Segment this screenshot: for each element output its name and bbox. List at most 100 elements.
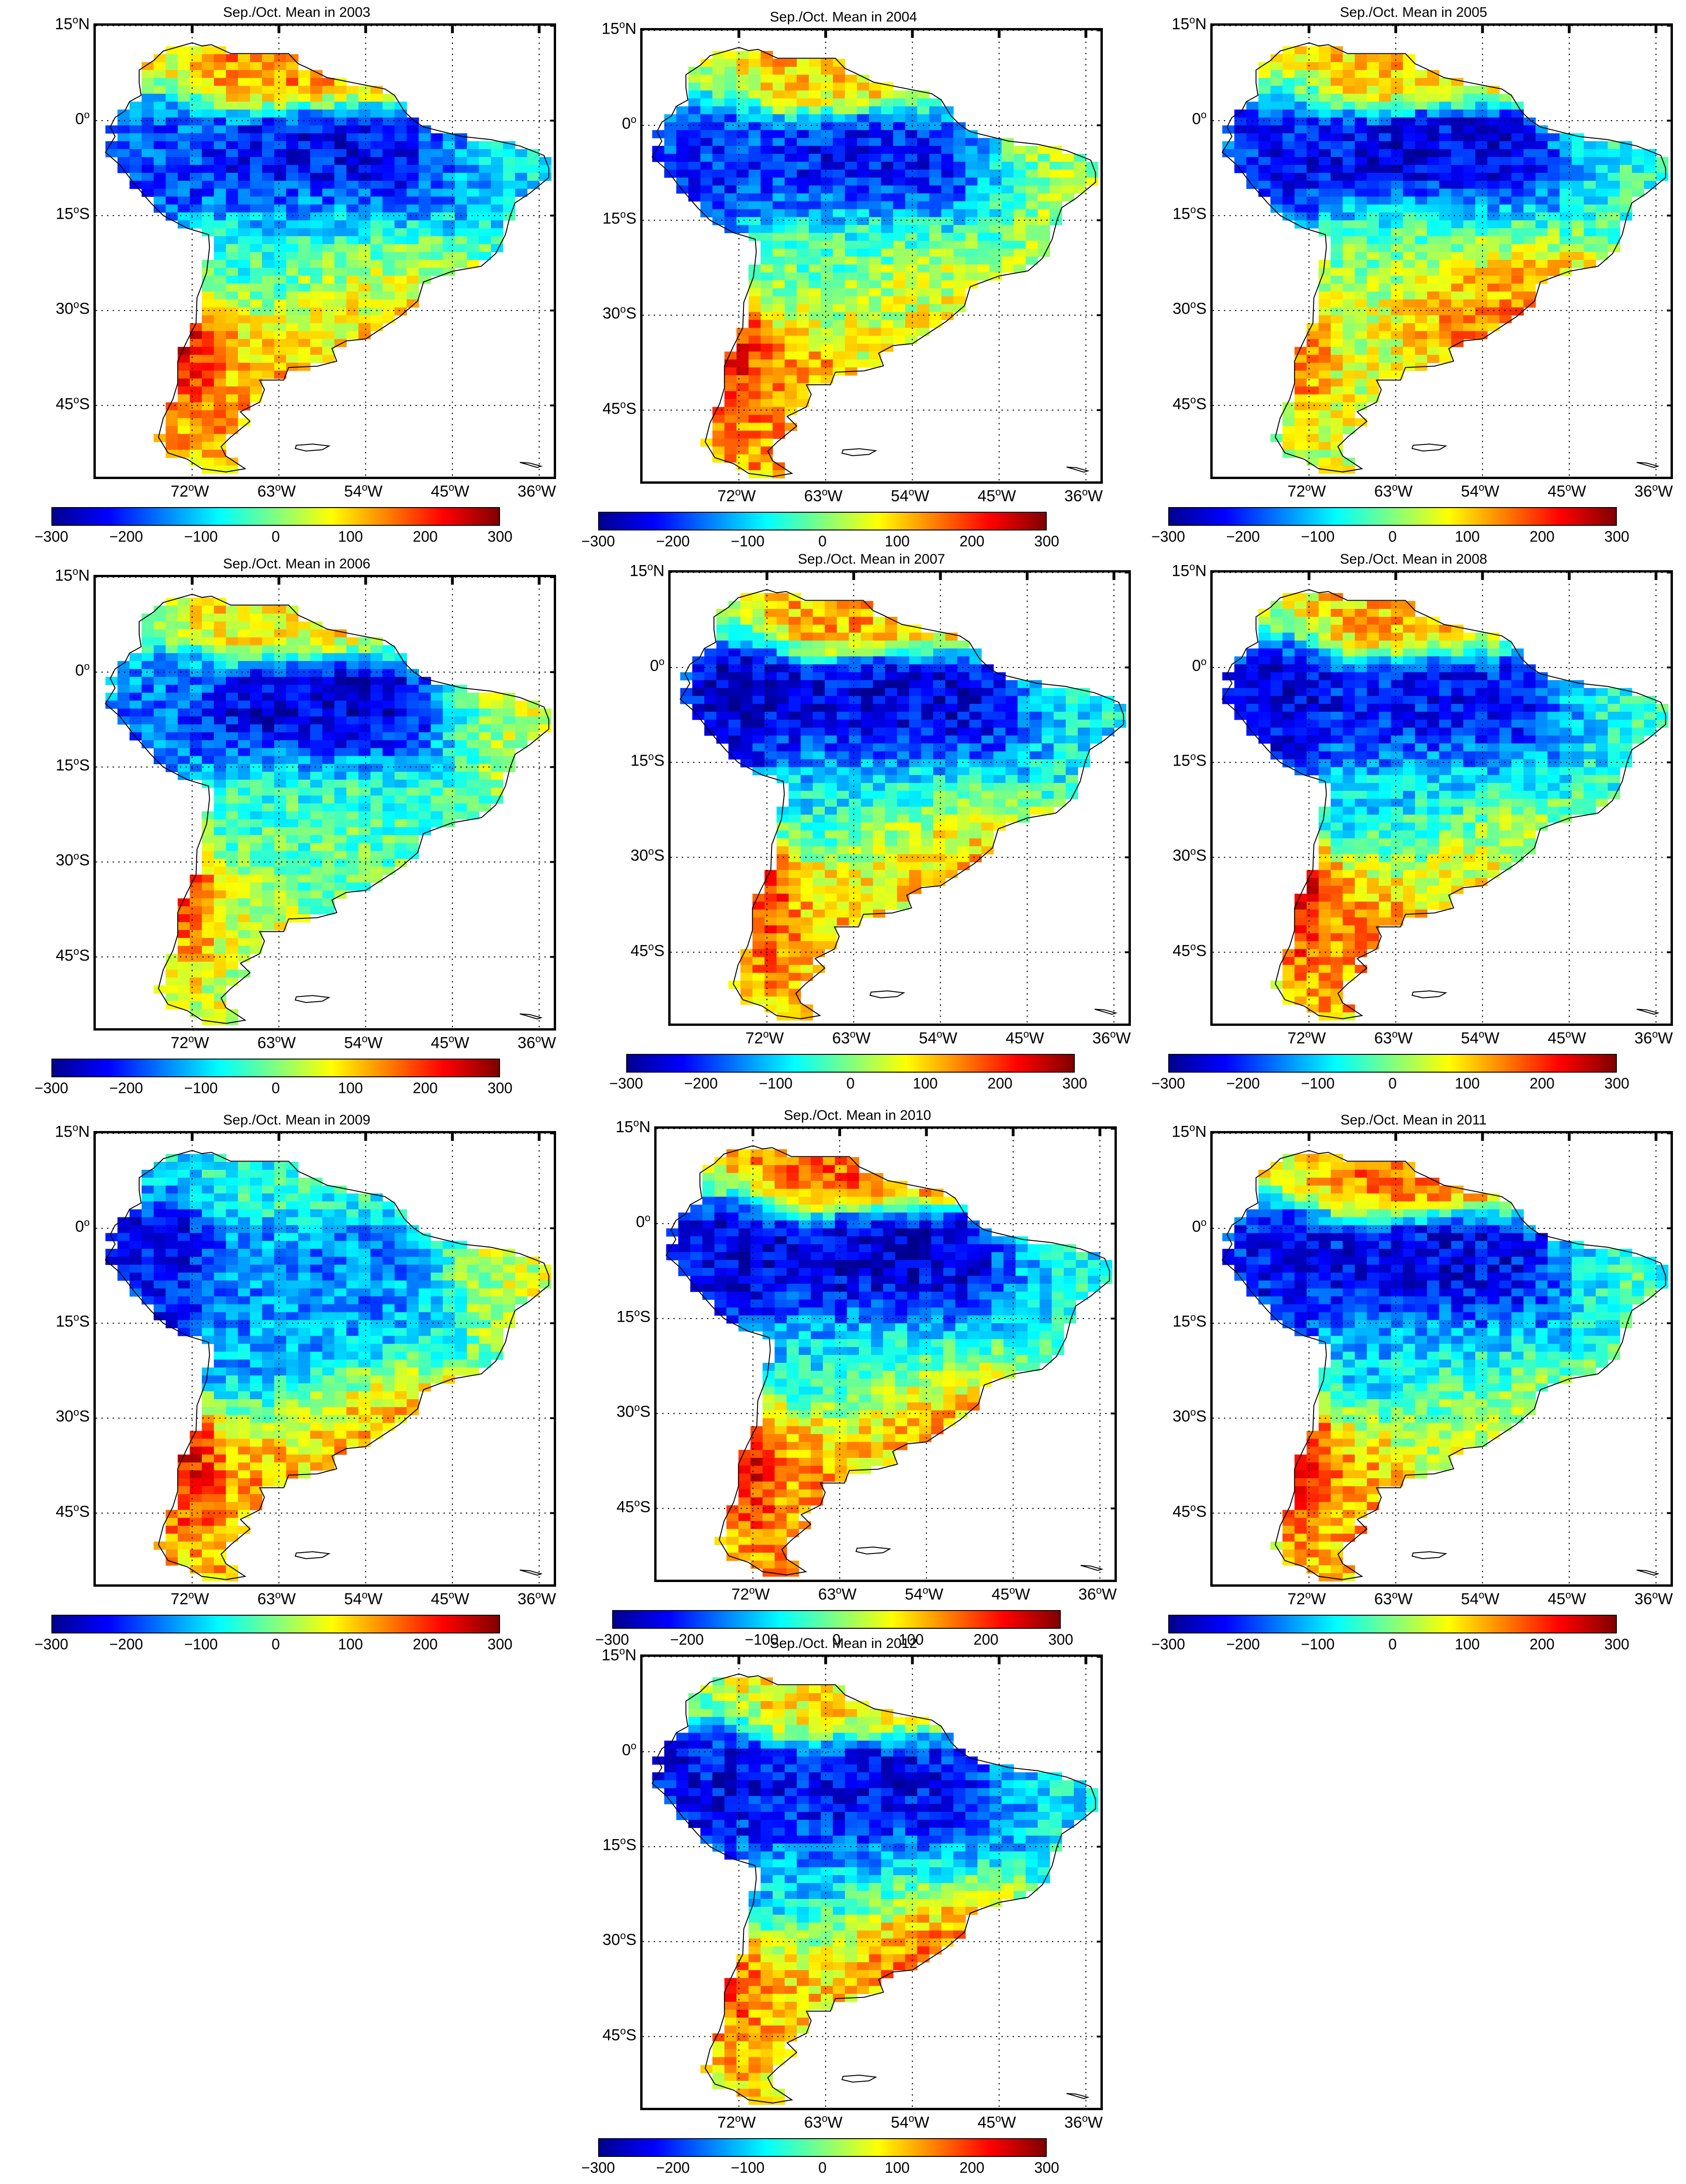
- anomaly-cell: [885, 680, 898, 688]
- anomaly-cell: [238, 835, 250, 844]
- anomaly-cell: [322, 157, 335, 165]
- anomaly-cell: [1355, 149, 1367, 158]
- anomaly-cell: [1427, 125, 1440, 134]
- anomaly-cell: [1379, 141, 1392, 150]
- anomaly-cell: [993, 815, 1006, 823]
- anomaly-cell: [845, 209, 857, 218]
- anomaly-cell: [1463, 244, 1476, 252]
- anomaly-cell: [788, 680, 801, 688]
- anomaly-cell: [724, 106, 737, 115]
- anomaly-cell: [286, 125, 299, 134]
- anomaly-cell: [1427, 315, 1440, 323]
- anomaly-cell: [772, 169, 785, 178]
- anomaly-cell: [250, 756, 263, 765]
- anomaly-cell: [214, 299, 227, 308]
- anomaly-cell: [905, 177, 918, 186]
- anomaly-cell: [748, 462, 761, 471]
- anomaly-cell: [334, 701, 347, 709]
- anomaly-cell: [214, 685, 227, 693]
- anomaly-cell: [178, 378, 190, 387]
- anomaly-cell: [845, 272, 857, 281]
- anomaly-cell: [869, 138, 882, 146]
- anomaly-cell: [1025, 217, 1038, 225]
- anomaly-cell: [760, 454, 773, 463]
- anomaly-cell: [740, 640, 753, 649]
- anomaly-cell: [1050, 154, 1062, 162]
- anomaly-cell: [262, 347, 275, 355]
- anomaly-cell: [1318, 149, 1331, 158]
- anomaly-cell: [1037, 169, 1050, 178]
- anomaly-cell: [430, 780, 443, 788]
- anomaly-cell: [724, 51, 737, 59]
- anomaly-cell: [849, 719, 861, 728]
- anomaly-cell: [989, 193, 1002, 202]
- anomaly-cell: [430, 701, 443, 709]
- anomaly-cell: [1367, 62, 1379, 71]
- anomaly-cell: [849, 609, 861, 617]
- anomaly-cell: [825, 815, 837, 823]
- anomaly-cell: [201, 291, 214, 300]
- anomaly-cell: [165, 653, 178, 661]
- anomaly-cell: [724, 201, 737, 210]
- anomaly-cell: [764, 704, 777, 712]
- anomaly-cell: [813, 799, 825, 807]
- anomaly-cell: [1005, 759, 1018, 767]
- panel-title: Sep./Oct. Mean in 2007: [798, 551, 945, 567]
- anomaly-cell: [394, 299, 407, 308]
- anomaly-cell: [716, 672, 729, 680]
- anomaly-cell: [286, 709, 299, 717]
- anomaly-cell: [1547, 180, 1560, 189]
- anomaly-cell: [836, 696, 850, 704]
- anomaly-cell: [760, 257, 773, 265]
- anomaly-cell: [1584, 252, 1596, 260]
- anomaly-cell: [760, 272, 773, 281]
- anomaly-cell: [1062, 162, 1074, 170]
- anomaly-cell: [407, 157, 419, 165]
- anomaly-cell: [1001, 185, 1014, 194]
- anomaly-cell: [785, 407, 797, 415]
- anomaly-cell: [785, 383, 797, 392]
- anomaly-cell: [310, 117, 323, 126]
- anomaly-cell: [788, 711, 801, 720]
- anomaly-cell: [797, 359, 809, 368]
- anomaly-cell: [1511, 244, 1524, 252]
- anomaly-cell: [917, 257, 930, 265]
- anomaly-cell: [1403, 180, 1415, 189]
- anomaly-cell: [1656, 172, 1669, 181]
- anomaly-cell: [953, 154, 966, 162]
- anomaly-cell: [724, 367, 737, 376]
- anomaly-cell: [917, 114, 930, 122]
- anomaly-cell: [1001, 217, 1014, 225]
- anomaly-cell: [1102, 696, 1114, 704]
- anomaly-cell: [861, 767, 873, 775]
- anomaly-cell: [1463, 260, 1476, 268]
- anomaly-cell: [382, 732, 395, 741]
- anomaly-cell: [712, 217, 725, 225]
- anomaly-cell: [1584, 244, 1596, 252]
- anomaly-cell: [286, 62, 299, 71]
- anomaly-cell: [1439, 291, 1452, 300]
- anomaly-cell: [893, 162, 906, 170]
- anomaly-cell: [1355, 307, 1367, 316]
- anomaly-cell: [861, 822, 873, 831]
- anomaly-cell: [849, 735, 861, 744]
- anomaly-cell: [1029, 743, 1042, 752]
- anomaly-cell: [165, 101, 178, 110]
- anomaly-cell: [178, 906, 190, 915]
- anomaly-cell: [1391, 291, 1403, 300]
- anomaly-cell: [1451, 291, 1464, 300]
- anomaly-cell: [833, 66, 845, 75]
- anomaly-cell: [1572, 172, 1584, 181]
- anomaly-cell: [1427, 260, 1440, 268]
- anomaly-cell: [772, 201, 785, 210]
- anomaly-cell: [358, 315, 371, 323]
- lat-tick-label: 15oN: [601, 19, 636, 38]
- anomaly-cell: [993, 672, 1006, 680]
- anomaly-cell: [724, 193, 737, 202]
- anomaly-cell: [1307, 165, 1319, 173]
- anomaly-cell: [1282, 86, 1295, 94]
- anomaly-cell: [825, 719, 837, 728]
- anomaly-cell: [873, 624, 886, 633]
- anomaly-cell: [274, 117, 286, 126]
- anomaly-cell: [214, 993, 227, 1002]
